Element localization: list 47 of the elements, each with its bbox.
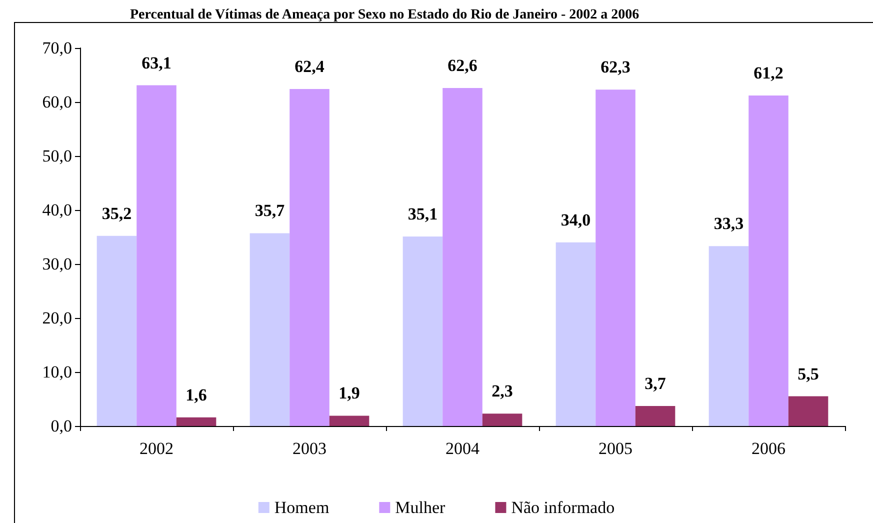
bar [748,96,788,426]
bar [708,246,749,426]
bar [482,414,522,426]
bar [176,417,216,426]
bar [136,85,176,426]
data-label: 62,3 [600,58,630,77]
x-tick-label: 2002 [140,439,174,458]
data-label: 5,5 [798,364,819,384]
bar [402,236,443,426]
bar [596,90,636,426]
data-label: 1,9 [338,384,360,403]
legend-label: Homem [274,498,330,517]
data-label: 34,0 [560,210,591,230]
x-tick-label: 2003 [292,439,326,458]
data-label: 63,1 [142,53,172,72]
y-tick-label: 50,0 [42,146,72,166]
bar [96,236,137,426]
data-label: 1,6 [186,385,207,404]
data-label: 2,3 [492,382,513,401]
data-label: 3,7 [644,374,666,394]
bar [250,233,290,426]
y-tick-label: 40,0 [42,200,72,220]
data-label: 62,4 [294,57,325,76]
data-label: 35,7 [254,201,286,220]
y-tick-label: 70,0 [42,38,72,58]
bar [329,416,370,426]
bar [442,88,482,426]
bar [290,89,330,426]
bar [788,396,828,426]
chart-title: Percentual de Vítimas de Ameaça por Sexo no Estado do Rio de Janeiro - 2002 a 2006 [130,8,640,22]
y-tick-label: 60,0 [42,92,72,112]
x-tick-label: 2004 [446,439,480,458]
y-tick-label: 0,0 [50,416,72,436]
data-label: 61,2 [754,64,784,83]
y-tick-label: 20,0 [42,308,72,328]
y-tick-label: 10,0 [42,362,72,382]
y-tick-label: 30,0 [42,254,72,274]
bar [635,406,676,426]
data-label: 35,2 [102,204,132,223]
legend-label: Não informado [511,498,615,517]
data-label: 62,6 [448,56,478,75]
x-tick-label: 2005 [598,439,632,458]
data-label: 35,1 [408,204,438,224]
x-tick-label: 2006 [752,439,786,458]
data-label: 33,3 [714,214,744,234]
legend-label: Mulher [395,498,446,517]
bar [556,242,596,426]
